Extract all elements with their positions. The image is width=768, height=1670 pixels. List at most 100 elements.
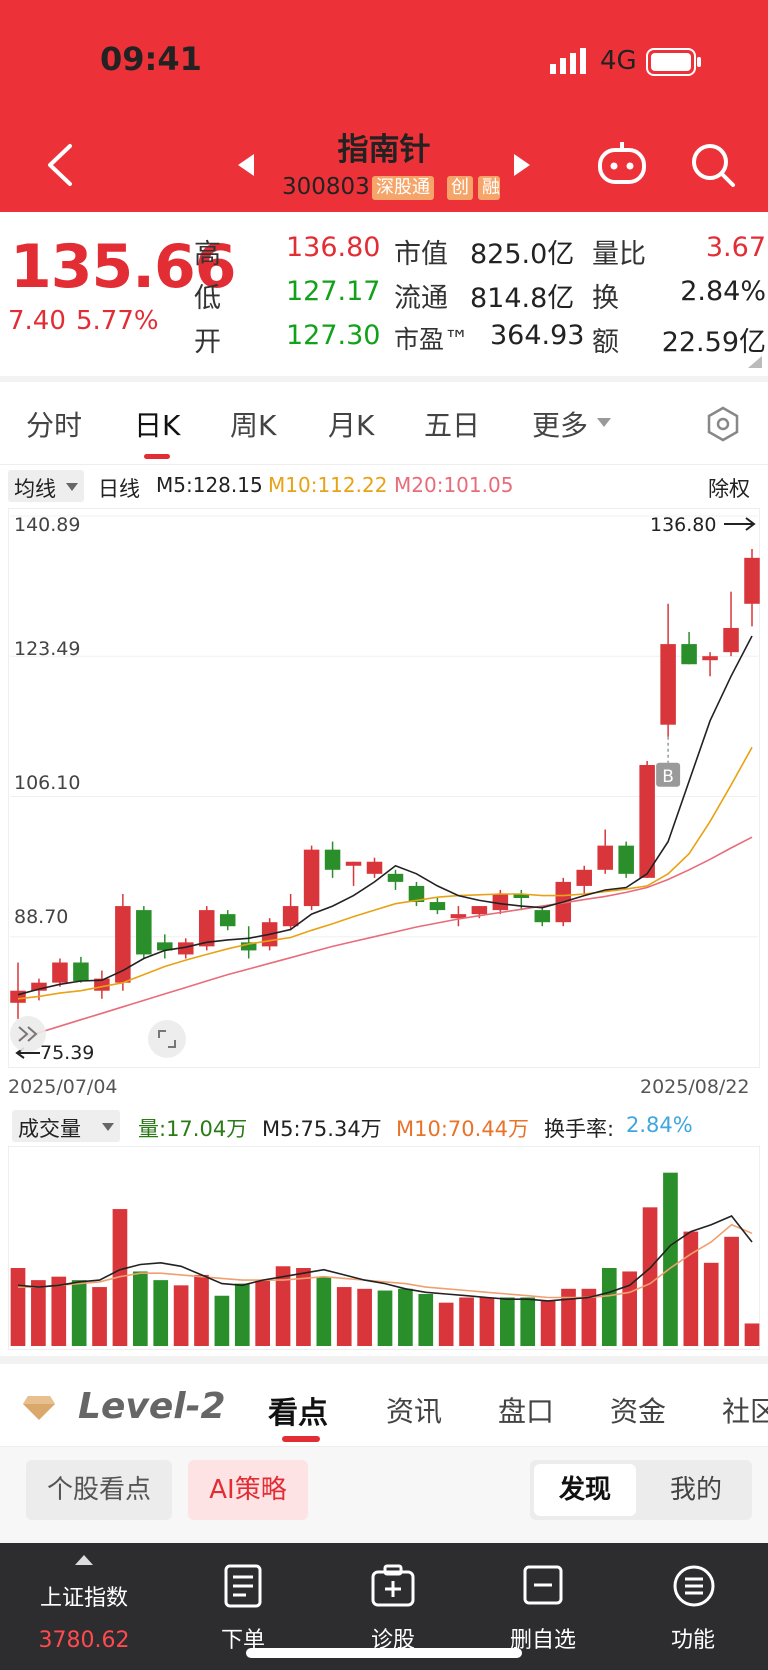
search-icon[interactable] (690, 142, 736, 188)
double-chevron-icon (18, 1026, 38, 1042)
tab-orderbook[interactable]: 盘口 (498, 1395, 555, 1428)
tab-more[interactable]: 更多 (532, 409, 589, 442)
diagnose-icon[interactable] (370, 1564, 416, 1608)
value-low: 127.17 (286, 276, 381, 307)
volume-bar (173, 1285, 189, 1346)
tab-capital[interactable]: 资金 (610, 1395, 667, 1428)
remove-watch-icon[interactable] (522, 1564, 564, 1608)
volume-bar (622, 1271, 638, 1346)
level2-brand[interactable]: Level-2 (78, 1386, 226, 1427)
divider (0, 376, 768, 382)
volume-bar (51, 1276, 67, 1346)
volume-bar (642, 1207, 658, 1346)
toggle-discover[interactable]: 发现 (534, 1464, 636, 1516)
candle-body (178, 942, 194, 955)
battery-icon (646, 48, 701, 76)
candle-body (73, 962, 89, 982)
tab-news[interactable]: 资讯 (386, 1395, 443, 1428)
volume-bar (194, 1274, 209, 1346)
tab-highlights[interactable]: 看点 (268, 1396, 328, 1431)
next-stock-icon[interactable] (512, 152, 532, 178)
buy-marker-badge (656, 762, 681, 787)
candle-body (744, 557, 760, 604)
tab-community[interactable]: 社区 (722, 1395, 768, 1428)
candle-body (534, 910, 551, 923)
menu-icon[interactable] (672, 1564, 716, 1608)
back-icon[interactable] (42, 140, 76, 190)
settings-hex-icon[interactable] (706, 406, 740, 442)
volume-bar (744, 1323, 760, 1346)
ai-strategy-button[interactable]: AI策略 (188, 1460, 308, 1520)
prev-stock-icon[interactable] (236, 152, 256, 178)
ma20-line (17, 836, 753, 1040)
home-indicator (246, 1648, 522, 1658)
volume-bar (296, 1268, 311, 1346)
volume-bar (479, 1297, 495, 1346)
tab-daily-k[interactable]: 日K (134, 409, 181, 442)
volume-bar (561, 1288, 576, 1346)
value-mktcap: 825.0亿 (470, 239, 575, 270)
label-high: 高 (194, 239, 221, 270)
robot-icon[interactable] (596, 140, 648, 188)
volume-bar (520, 1297, 536, 1346)
candle-body (492, 893, 509, 911)
value-high: 136.80 (286, 232, 381, 263)
candle-body (198, 910, 215, 947)
volume-frame[interactable] (8, 1146, 760, 1350)
candle-body (513, 893, 530, 899)
x-start-label: 2025/07/04 (8, 1076, 118, 1098)
tab-indicator (144, 454, 170, 459)
fullscreen-icon (158, 1030, 176, 1048)
label-pe: 市盈™ (394, 325, 470, 354)
stock-highlights-button[interactable]: 个股看点 (26, 1460, 172, 1520)
vol-ma5-line (17, 1215, 753, 1302)
vol-ma10-line (18, 1223, 753, 1299)
volume-bar (10, 1268, 26, 1346)
candle-body (303, 849, 320, 907)
candle-body (136, 910, 152, 955)
volume-bar (153, 1280, 169, 1346)
candle-body (31, 982, 47, 991)
volume-bar (683, 1231, 699, 1346)
volume-bar (336, 1287, 352, 1346)
diamond-icon (23, 1396, 55, 1420)
order-icon[interactable] (222, 1564, 264, 1608)
fullscreen-button[interactable] (148, 1020, 186, 1058)
tab-weekly-k[interactable]: 周K (230, 409, 277, 442)
low-marker-label: 75.39 (40, 1042, 95, 1064)
volume-bar (418, 1294, 434, 1346)
y-tick-3: 106.10 (14, 772, 81, 794)
candle-body (471, 906, 488, 915)
signal-icon (550, 48, 586, 74)
index-name[interactable]: 上证指数 (39, 1586, 128, 1611)
tab-monthly-k[interactable]: 月K (328, 409, 375, 442)
kline-frame[interactable] (8, 508, 760, 1068)
ma-selector-label: 均线 (14, 477, 56, 501)
candle-body (639, 765, 655, 878)
kline-chart: B (10, 515, 760, 1040)
caret-down-icon (597, 418, 611, 427)
turnover-value: 2.84% (626, 1113, 693, 1137)
volume-bar (540, 1300, 556, 1346)
tab-intraday[interactable]: 分时 (26, 409, 83, 442)
remove-watch-label[interactable]: 删自选 (509, 1628, 576, 1653)
candle-body (115, 906, 131, 983)
arrow-right-icon (724, 517, 756, 531)
divider (0, 1446, 768, 1447)
tab-five-day[interactable]: 五日 (424, 409, 481, 442)
expand-corner-icon[interactable] (748, 356, 762, 368)
menu-label[interactable]: 功能 (670, 1628, 715, 1653)
adjust-button[interactable]: 除权 (708, 477, 750, 501)
volume-bar (234, 1283, 250, 1346)
volume-bar (214, 1295, 230, 1346)
candle-body (618, 845, 634, 874)
status-time: 09:41 (100, 40, 202, 78)
badge-gem: 创 (447, 176, 473, 200)
y-tick-2: 123.49 (14, 638, 81, 660)
candle-body (219, 914, 236, 927)
turnover-label: 换手率: (544, 1117, 615, 1141)
candle-body (681, 644, 697, 665)
volume-selector[interactable] (12, 1110, 120, 1142)
candle-body (702, 656, 718, 661)
toggle-mine[interactable]: 我的 (669, 1475, 722, 1505)
